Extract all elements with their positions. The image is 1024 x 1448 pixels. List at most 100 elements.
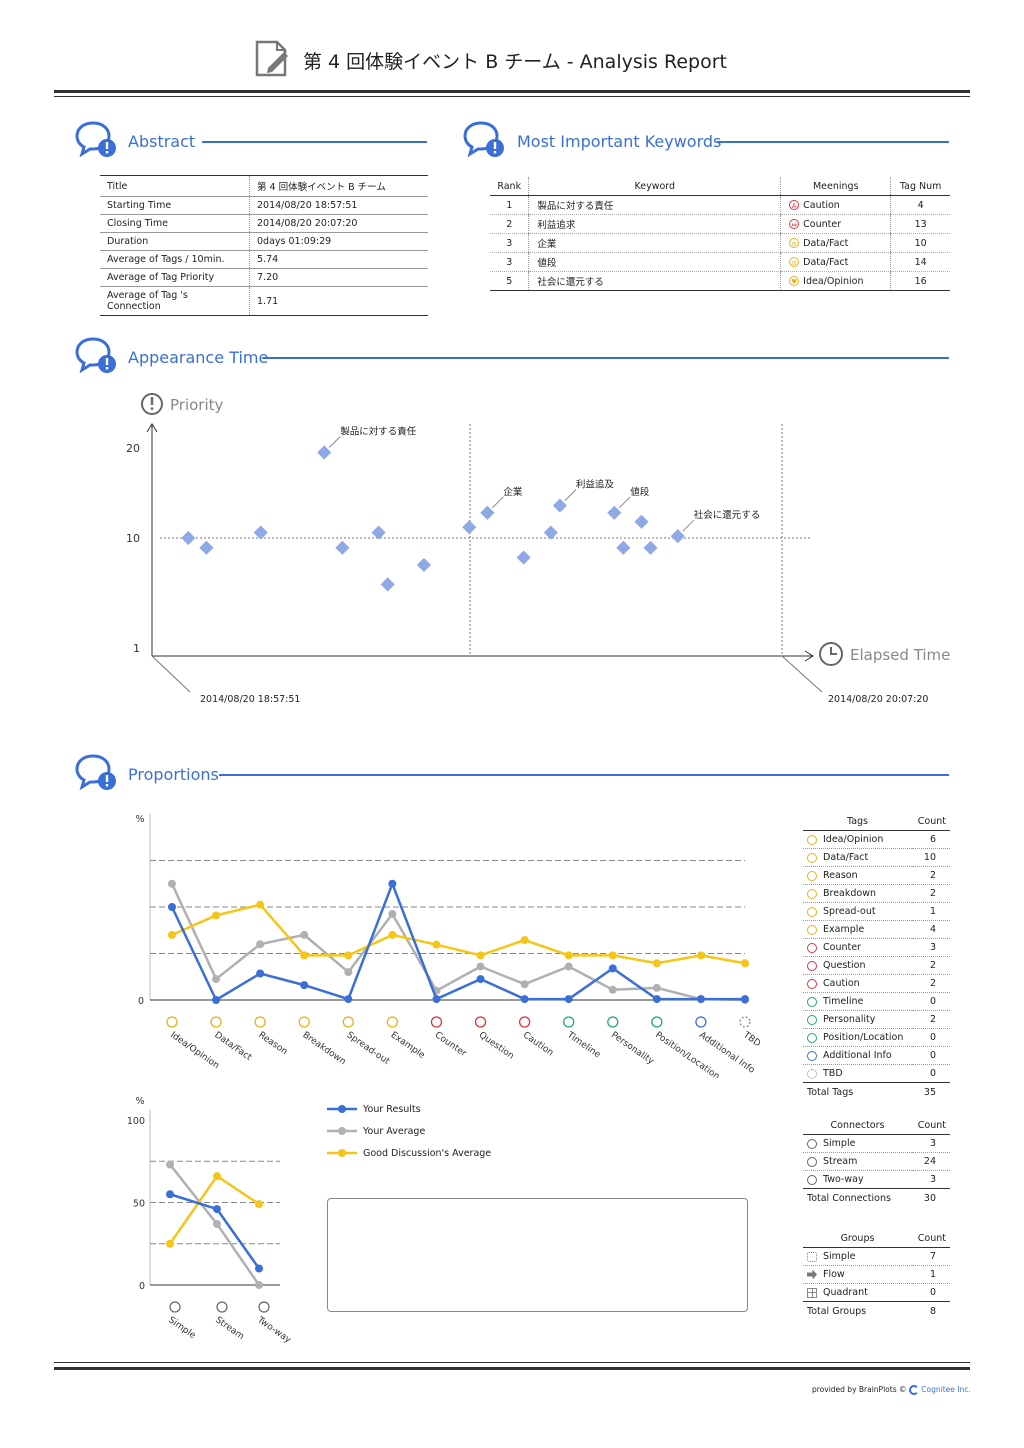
footer-credit: provided by BrainPlots © Cognitee Inc. xyxy=(812,1385,971,1395)
data-point xyxy=(335,540,350,555)
group-name-cell: Quadrant xyxy=(803,1283,912,1302)
connector-count: 24 xyxy=(912,1152,950,1171)
appearance-bubble-icon xyxy=(75,337,116,374)
tag-name-cell: Data/Fact xyxy=(803,848,912,867)
groups-total-label: Total Groups xyxy=(803,1301,912,1320)
tag-name: Data/Fact xyxy=(823,852,869,863)
group-name-cell: Flow xyxy=(803,1265,912,1284)
elapsed-time-label: Elapsed Time xyxy=(850,646,950,664)
abstract-label: Average of Tags / 10min. xyxy=(100,250,250,269)
category-icon xyxy=(739,1016,751,1028)
series-point xyxy=(300,981,309,990)
tag-count: 2 xyxy=(912,866,950,885)
abstract-bubble-icon xyxy=(75,121,116,158)
groups-total: 8 xyxy=(912,1301,950,1320)
series-point xyxy=(344,995,353,1004)
keyword-rank: 3 xyxy=(490,233,529,253)
keyword-meaning-cell: A Caution xyxy=(780,195,891,215)
legend-swatch xyxy=(327,1105,357,1113)
appearance-title-rule xyxy=(263,357,949,359)
group-icon xyxy=(807,1287,817,1298)
category-label: Personality xyxy=(609,1030,656,1067)
connectors-count-table: Connectors Count Simple 3 Stream 24 Two-way 3… xyxy=(803,1117,950,1207)
category-label: Two-way xyxy=(254,1315,293,1346)
keyword-meaning-cell: ≡ Data/Fact xyxy=(780,233,891,253)
connectors-total-label: Total Connections xyxy=(803,1188,912,1207)
data-point xyxy=(416,557,432,572)
tag-count: 0 xyxy=(912,1028,950,1047)
comment-box[interactable] xyxy=(327,1198,748,1312)
category-label: TBD xyxy=(740,1030,760,1049)
point-label: 値段 xyxy=(630,486,650,498)
tag-icon xyxy=(807,834,817,845)
keywords-title-rule xyxy=(717,141,949,143)
series-line xyxy=(170,880,745,1002)
y-tick-label: 0 xyxy=(138,996,144,1007)
keywords-table: Rank Keyword Meenings Tag Num 1 製品に対する責任 A… xyxy=(490,177,950,291)
meaning-icon: ≡ xyxy=(789,257,800,267)
series-point xyxy=(168,879,176,888)
series-point xyxy=(652,995,661,1004)
connectors-count-header: Count xyxy=(912,1117,950,1135)
abstract-row: Title 第 4 回体験イベント B チーム xyxy=(100,175,428,197)
connector-row: Simple 3 xyxy=(803,1134,950,1153)
series-line xyxy=(170,883,746,1002)
connector-icon xyxy=(216,1301,228,1313)
priority-icon xyxy=(141,393,163,415)
category-label: Reason xyxy=(256,1030,289,1057)
start-leader xyxy=(151,655,191,693)
point-label: 利益追及 xyxy=(576,479,615,491)
connector-icon xyxy=(258,1301,270,1313)
group-count: 1 xyxy=(912,1265,950,1284)
data-point xyxy=(480,505,495,520)
series-point xyxy=(168,930,176,939)
series-point xyxy=(388,909,397,918)
header-rule xyxy=(54,90,970,93)
keyword-rank: 2 xyxy=(490,214,529,234)
tag-icon xyxy=(807,870,817,881)
tag-icon xyxy=(807,996,817,1007)
label-leader xyxy=(682,519,695,532)
abstract-row: Average of Tag Priority 7.20 xyxy=(100,268,428,287)
series-point xyxy=(168,903,176,911)
tag-count: 2 xyxy=(912,974,950,993)
footer-company: Cognitee Inc. xyxy=(921,1385,971,1394)
tag-count: 0 xyxy=(912,1046,950,1065)
series-point xyxy=(344,951,353,960)
meaning-icon: ≡ xyxy=(789,238,800,248)
series-point xyxy=(255,1264,263,1273)
series-line xyxy=(171,903,746,965)
category-label: Caution xyxy=(521,1030,555,1058)
tag-name: Idea/Opinion xyxy=(823,834,884,845)
connectors-header: Connectors xyxy=(803,1117,912,1135)
legend-swatch xyxy=(327,1127,357,1135)
legend-item: Good Discussion's Average xyxy=(327,1142,491,1164)
tag-count: 6 xyxy=(912,830,950,849)
group-row: Flow 1 xyxy=(803,1265,950,1284)
tag-count: 0 xyxy=(912,992,950,1011)
tag-icon xyxy=(807,960,817,971)
abstract-value: 2014/08/20 20:07:20 xyxy=(249,214,428,233)
report-icon xyxy=(255,40,288,77)
keyword-meaning-cell: ≡ Data/Fact xyxy=(780,252,891,272)
connector-row: Two-way 3 xyxy=(803,1170,950,1189)
kw-header-tagnum: Tag Num xyxy=(890,177,950,196)
series-point xyxy=(652,983,661,992)
tag-name-cell: Example xyxy=(803,920,912,939)
tag-row: Idea/Opinion 6 xyxy=(803,830,950,849)
category-label: Stream xyxy=(213,1315,245,1342)
tag-name: Example xyxy=(823,924,865,935)
label-leader xyxy=(492,496,504,509)
tag-name-cell: Additional Info xyxy=(803,1046,912,1065)
connectors-total-row: Total Connections 30 xyxy=(803,1188,950,1207)
groups-count-header: Count xyxy=(912,1230,950,1248)
abstract-value: 2014/08/20 18:57:51 xyxy=(249,196,428,215)
series-point xyxy=(166,1160,174,1169)
tag-count: 10 xyxy=(912,848,950,867)
tag-name-cell: Personality xyxy=(803,1010,912,1029)
tag-row: Counter 3 xyxy=(803,938,950,957)
series-point xyxy=(741,995,749,1004)
series-point xyxy=(520,980,529,989)
y-tick-label: 10 xyxy=(126,532,140,545)
data-point xyxy=(199,540,214,555)
